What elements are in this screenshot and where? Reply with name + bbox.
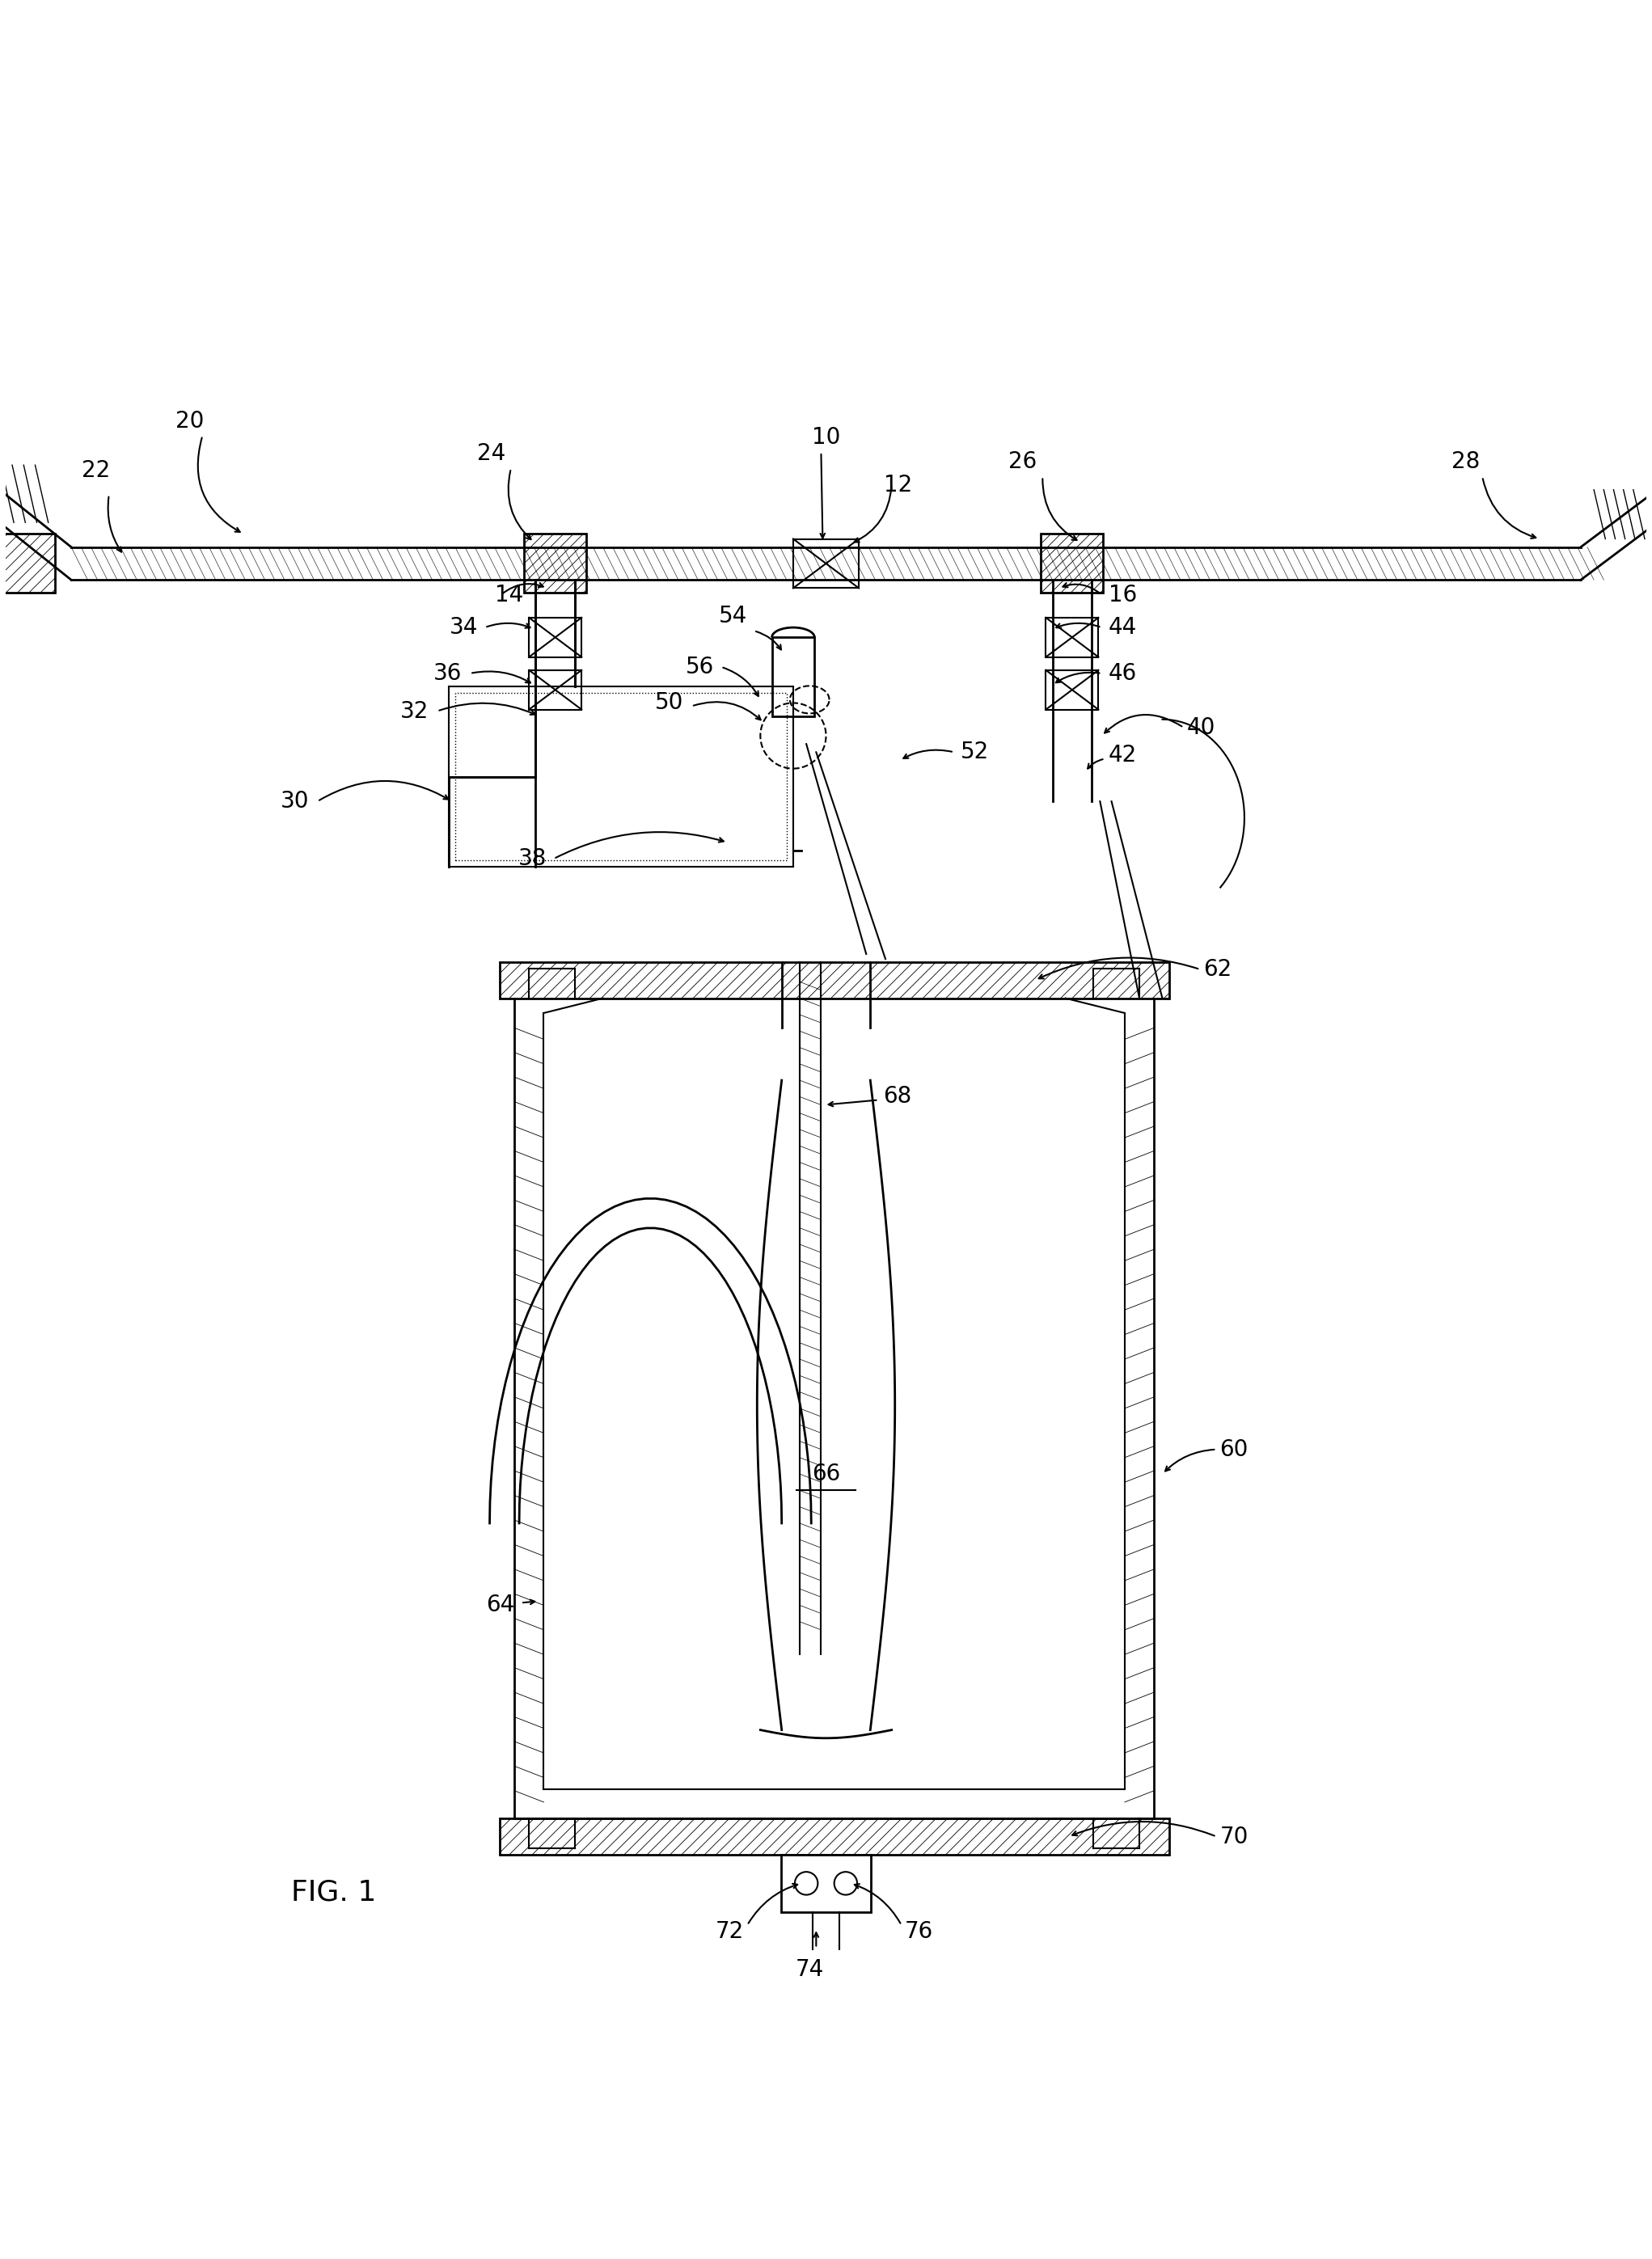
Text: 30: 30	[281, 791, 309, 813]
Text: 22: 22	[81, 459, 111, 481]
Bar	[1046, 671, 1099, 709]
Text: 34: 34	[449, 617, 477, 639]
Text: 76: 76	[905, 1920, 933, 1943]
Text: 68: 68	[884, 1084, 912, 1107]
Text: 74: 74	[795, 1959, 824, 1981]
Text: 46: 46	[1108, 662, 1137, 684]
Bar	[781, 1855, 871, 1911]
Bar	[524, 533, 586, 594]
Text: 20: 20	[175, 409, 203, 431]
Text: 36: 36	[433, 662, 463, 684]
Text: 44: 44	[1108, 617, 1137, 639]
Text: 60: 60	[1219, 1439, 1249, 1462]
Text: 38: 38	[519, 847, 547, 870]
Bar	[793, 540, 859, 587]
Bar	[529, 671, 582, 709]
Text: 16: 16	[1108, 583, 1137, 605]
Text: 32: 32	[400, 700, 430, 723]
Bar	[449, 687, 793, 867]
Text: 28: 28	[1452, 450, 1480, 474]
Text: 56: 56	[686, 655, 714, 678]
Text: 10: 10	[811, 427, 841, 450]
Bar	[456, 694, 786, 861]
Text: 66: 66	[811, 1462, 841, 1486]
Text: 64: 64	[486, 1595, 514, 1617]
Text: 26: 26	[1009, 450, 1037, 474]
Text: 40: 40	[1188, 716, 1216, 739]
Bar	[1046, 617, 1099, 657]
Text: 12: 12	[884, 474, 912, 497]
Bar	[499, 1818, 1170, 1855]
Text: 50: 50	[654, 691, 684, 714]
Text: 72: 72	[715, 1920, 743, 1943]
Bar	[771, 637, 814, 716]
Text: 52: 52	[960, 741, 990, 764]
Bar	[0, 533, 55, 594]
Text: 54: 54	[719, 605, 747, 628]
Bar	[529, 617, 582, 657]
Text: 70: 70	[1219, 1825, 1249, 1848]
Text: 14: 14	[494, 583, 524, 605]
Text: 24: 24	[477, 443, 506, 465]
Bar	[1041, 533, 1104, 594]
Bar	[499, 962, 1170, 998]
Text: 62: 62	[1203, 958, 1232, 980]
Text: FIG. 1: FIG. 1	[291, 1879, 377, 1907]
Text: 42: 42	[1108, 743, 1137, 766]
